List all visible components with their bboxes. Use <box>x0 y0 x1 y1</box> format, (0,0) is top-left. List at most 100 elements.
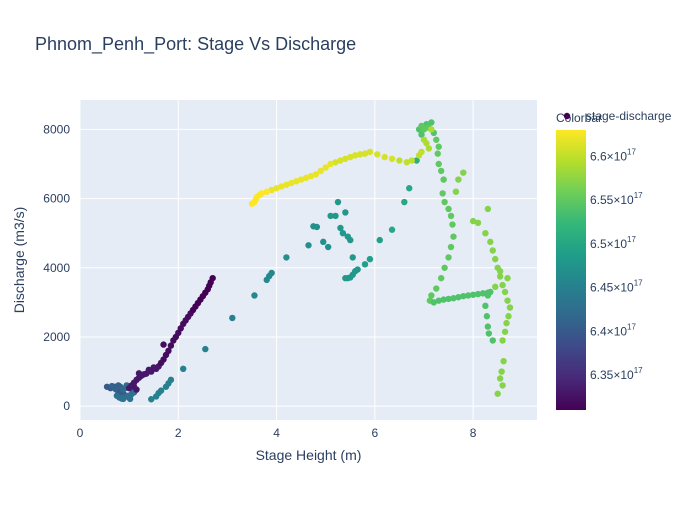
data-point <box>339 229 347 237</box>
data-point <box>428 292 435 299</box>
data-point <box>361 150 369 157</box>
data-point <box>403 159 410 166</box>
data-point <box>492 255 499 263</box>
legend-marker[interactable] <box>563 112 571 120</box>
data-point <box>430 299 438 306</box>
data-point <box>450 233 457 240</box>
data-point <box>445 295 452 303</box>
data-point <box>283 254 290 261</box>
data-point <box>288 179 295 187</box>
data-point <box>273 185 280 192</box>
data-point <box>484 323 492 330</box>
data-point <box>500 357 507 365</box>
data-point <box>449 221 456 228</box>
data-point <box>435 297 442 304</box>
data-point <box>327 212 334 220</box>
data-point <box>283 181 290 188</box>
data-point <box>337 224 344 232</box>
data-point <box>126 395 134 403</box>
data-point <box>337 157 344 164</box>
data-point <box>297 176 305 183</box>
x-tick-label: 4 <box>273 426 280 440</box>
data-point <box>248 200 256 207</box>
data-point <box>374 151 381 158</box>
data-point <box>312 171 320 178</box>
data-point <box>469 217 477 225</box>
x-tick-label: 6 <box>371 426 378 440</box>
data-point <box>496 268 504 275</box>
colorbar-tick-label: 6.5×1017 <box>590 235 636 251</box>
data-point <box>506 304 514 311</box>
data-point <box>361 261 369 268</box>
data-point <box>433 285 440 292</box>
data-point <box>499 337 506 344</box>
data-point <box>498 368 505 375</box>
data-point <box>440 176 447 183</box>
data-point <box>452 188 460 195</box>
data-point <box>501 288 509 296</box>
data-point <box>160 341 167 348</box>
data-point <box>441 198 448 206</box>
legend-label[interactable]: stage-discharge <box>586 109 672 123</box>
data-point <box>388 155 396 163</box>
data-point <box>447 212 455 220</box>
data-point <box>489 337 496 344</box>
data-point <box>251 292 258 299</box>
data-point <box>496 273 504 280</box>
data-point <box>381 153 388 161</box>
data-point <box>332 212 339 220</box>
data-point <box>322 164 329 171</box>
data-point <box>487 238 494 246</box>
data-point <box>366 148 374 156</box>
data-point <box>356 151 364 158</box>
data-point <box>313 223 321 231</box>
data-point <box>428 119 435 126</box>
data-point <box>366 255 374 263</box>
data-point <box>483 313 491 320</box>
data-point <box>482 302 489 310</box>
y-tick-label: 4000 <box>43 261 70 275</box>
data-point <box>433 136 440 143</box>
data-point <box>482 229 489 237</box>
x-tick-label: 2 <box>175 426 182 440</box>
data-point <box>327 160 334 168</box>
data-point <box>455 293 462 301</box>
colorbar-tick-label: 6.45×1017 <box>590 279 643 295</box>
data-point <box>418 122 425 130</box>
data-point <box>150 364 157 371</box>
data-point <box>135 370 143 377</box>
data-point <box>455 176 462 183</box>
y-tick-label: 6000 <box>43 192 70 206</box>
data-point <box>460 292 467 300</box>
data-point <box>435 160 442 168</box>
data-point <box>401 198 408 206</box>
data-point <box>485 330 493 337</box>
data-point <box>420 136 428 143</box>
data-point <box>334 198 342 206</box>
data-point <box>474 290 482 298</box>
data-point <box>202 345 209 353</box>
x-tick-label: 0 <box>77 426 84 440</box>
data-point <box>167 342 175 349</box>
data-point <box>406 185 413 192</box>
data-point <box>165 347 172 355</box>
data-point <box>437 167 445 175</box>
data-point <box>347 153 354 161</box>
data-point <box>440 296 447 303</box>
colorbar-tick-label: 6.4×1017 <box>590 322 636 338</box>
data-point <box>268 269 275 277</box>
data-point <box>504 297 511 304</box>
data-point <box>494 390 501 397</box>
data-point <box>140 371 148 378</box>
data-point <box>388 226 396 233</box>
data-point <box>484 292 492 299</box>
data-point <box>351 152 359 159</box>
colorbar-tick-label: 6.35×1017 <box>590 366 643 382</box>
data-point <box>112 385 119 393</box>
data-point <box>499 382 506 389</box>
x-axis-title: Stage Height (m) <box>256 447 362 463</box>
data-point <box>268 186 275 194</box>
data-point <box>505 313 512 320</box>
